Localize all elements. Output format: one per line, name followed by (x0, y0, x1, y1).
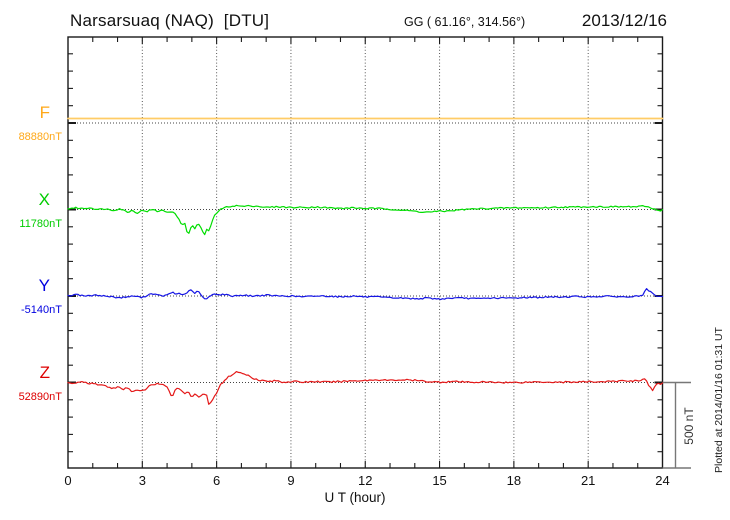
trace-Z (67, 371, 664, 405)
component-letter-F: F (39, 103, 50, 122)
plot-date: 2013/12/16 (581, 11, 667, 30)
trace-Y (67, 288, 664, 301)
x-tick-label: 18 (506, 473, 522, 488)
component-letter-Y: Y (38, 276, 50, 295)
x-tick-label: 6 (213, 473, 221, 488)
plotted-timestamp: Plotted at 2014/01/16 01:31 UT (713, 327, 725, 473)
trace-X (67, 204, 664, 236)
component-letter-X: X (38, 189, 50, 209)
component-baseline-value-F: 88880nT (18, 131, 62, 143)
x-tick-label: 24 (655, 473, 670, 488)
nt-ticks (68, 53, 663, 453)
component-baseline-value-Y: -5140nT (21, 304, 62, 316)
x-tick-label: 21 (580, 473, 596, 488)
scale-bar-label: 500 nT (682, 407, 696, 445)
component-letter-Z: Z (39, 362, 50, 382)
component-baseline-value-Z: 52890nT (18, 390, 62, 403)
scale-bar (662, 381, 691, 469)
component-baseline-value-X: 11780nT (19, 217, 62, 230)
x-tick-label: 3 (138, 473, 146, 488)
grid-lines (141, 37, 589, 468)
station-title: Narsarsuaq (NAQ) [DTU] (70, 11, 270, 30)
plot-frame (67, 36, 664, 469)
x-tick-label: 15 (432, 473, 447, 488)
hour-ticks (92, 37, 639, 468)
x-tick-label: 12 (358, 473, 373, 488)
x-axis-title: U T (hour) (324, 490, 386, 505)
x-tick-label: 0 (64, 473, 72, 488)
x-tick-label: 9 (287, 473, 295, 488)
geographic-coordinates: GG ( 61.16°, 314.56°) (404, 15, 526, 29)
